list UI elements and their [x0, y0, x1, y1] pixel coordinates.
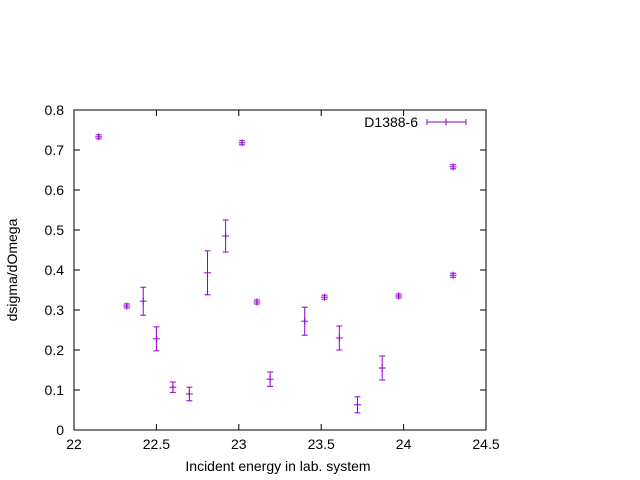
x-tick-label: 22.5 — [143, 436, 170, 452]
x-tick-label: 23.5 — [308, 436, 335, 452]
data-point — [253, 298, 261, 306]
data-point — [152, 326, 160, 352]
data-point — [185, 386, 193, 402]
y-tick-label: 0.6 — [45, 182, 65, 198]
legend-sample — [426, 118, 467, 126]
data-point — [353, 396, 361, 414]
x-tick-label: 24 — [396, 436, 412, 452]
y-tick-label: 0.2 — [45, 342, 65, 358]
legend-label: D1388-6 — [364, 114, 418, 130]
axis-ticks — [73, 109, 487, 431]
axis-tick-labels: 22 22.5 23 23.5 24 24.5 0 0.1 0.2 0.3 0.4 0.5 0.6 0.7… — [45, 102, 500, 452]
y-tick-label: 0.8 — [45, 102, 65, 118]
y-tick-label: 0.7 — [45, 142, 65, 158]
data-point — [238, 139, 246, 147]
data-point — [222, 219, 230, 253]
x-tick-label: 24.5 — [472, 436, 499, 452]
x-tick-label: 22 — [66, 436, 82, 452]
y-tick-label: 0.5 — [45, 222, 65, 238]
data-point — [123, 302, 131, 310]
y-tick-label: 0.3 — [45, 302, 65, 318]
data-point — [395, 292, 403, 300]
y-tick-label: 0 — [56, 422, 64, 438]
data-point — [335, 325, 343, 351]
data-point — [266, 371, 274, 387]
data-point — [320, 293, 328, 301]
data-point — [139, 286, 147, 316]
data-point — [378, 355, 386, 381]
data-point — [203, 250, 211, 296]
x-tick-label: 23 — [231, 436, 247, 452]
data-points — [95, 133, 457, 414]
data-point — [449, 271, 457, 279]
data-point — [95, 133, 103, 141]
y-tick-label: 0.4 — [45, 262, 65, 278]
legend: D1388-6 — [364, 114, 467, 130]
data-point — [301, 306, 309, 336]
y-tick-label: 0.1 — [45, 382, 65, 398]
y-axis-label: dsigma/dOmega — [4, 218, 20, 321]
plot-frame — [73, 109, 487, 431]
x-axis-label: Incident energy in lab. system — [185, 458, 370, 474]
data-point — [449, 163, 457, 171]
data-point — [169, 381, 177, 393]
